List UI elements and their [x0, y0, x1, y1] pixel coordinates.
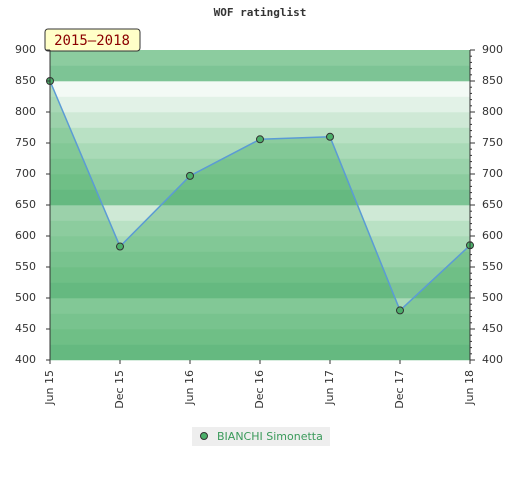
y-tick-label: 450	[15, 322, 36, 335]
y-tick-label: 650	[15, 198, 36, 211]
band	[50, 329, 470, 345]
y-tick-label: 750	[15, 136, 36, 149]
band	[50, 282, 470, 299]
y-tick-label: 500	[15, 291, 36, 304]
band	[50, 298, 470, 314]
y2-tick-label: 500	[482, 291, 503, 304]
y2-tick-label: 650	[482, 198, 503, 211]
annotation: 2015–2018	[54, 33, 130, 49]
y-tick-label: 400	[15, 353, 36, 366]
band	[50, 344, 470, 361]
x-tick-label: Jun 17	[323, 370, 336, 406]
x-tick-label: Jun 18	[463, 370, 476, 406]
legend-marker	[200, 432, 208, 440]
band	[50, 174, 470, 190]
band	[50, 96, 470, 113]
y-tick-label: 800	[15, 105, 36, 118]
band	[50, 236, 470, 252]
y2-tick-label: 400	[482, 353, 503, 366]
y-tick-label: 850	[15, 74, 36, 87]
y2-tick-label: 750	[482, 136, 503, 149]
band	[50, 158, 470, 175]
band	[50, 112, 470, 128]
y2-tick-label: 700	[482, 167, 503, 180]
x-tick-label: Dec 17	[393, 370, 406, 409]
area	[50, 81, 470, 360]
band	[50, 251, 470, 268]
band	[50, 189, 470, 206]
annotation-box	[44, 28, 141, 52]
marker	[256, 135, 264, 144]
band	[50, 143, 470, 159]
marker	[186, 171, 194, 180]
marker	[396, 306, 404, 315]
band	[50, 205, 470, 221]
y-tick-label: 600	[15, 229, 36, 242]
y2-tick-label: 800	[482, 105, 503, 118]
band	[50, 65, 470, 82]
marker	[326, 132, 334, 141]
legend	[192, 427, 330, 446]
y2-tick-label: 550	[482, 260, 503, 273]
plot-background	[50, 50, 470, 361]
x-tick-label: Jun 15	[43, 370, 56, 406]
legend-label: BIANCHI Simonetta	[217, 430, 323, 443]
marker	[116, 242, 124, 251]
y2-tick-label: 900	[482, 43, 503, 56]
y-tick-label: 900	[15, 43, 36, 56]
band	[50, 267, 470, 283]
y-tick-label: 550	[15, 260, 36, 273]
y2-tick-label: 850	[482, 74, 503, 87]
x-tick-label: Dec 16	[253, 370, 266, 409]
y-tick-label: 700	[15, 167, 36, 180]
x-tick-label: Dec 15	[113, 370, 126, 409]
band	[50, 50, 470, 66]
chart-title: WOF ratinglist	[214, 6, 307, 19]
band	[50, 81, 470, 97]
band	[50, 313, 470, 330]
x-tick-label: Jun 16	[183, 370, 196, 406]
y2-tick-label: 450	[482, 322, 503, 335]
y2-tick-label: 600	[482, 229, 503, 242]
